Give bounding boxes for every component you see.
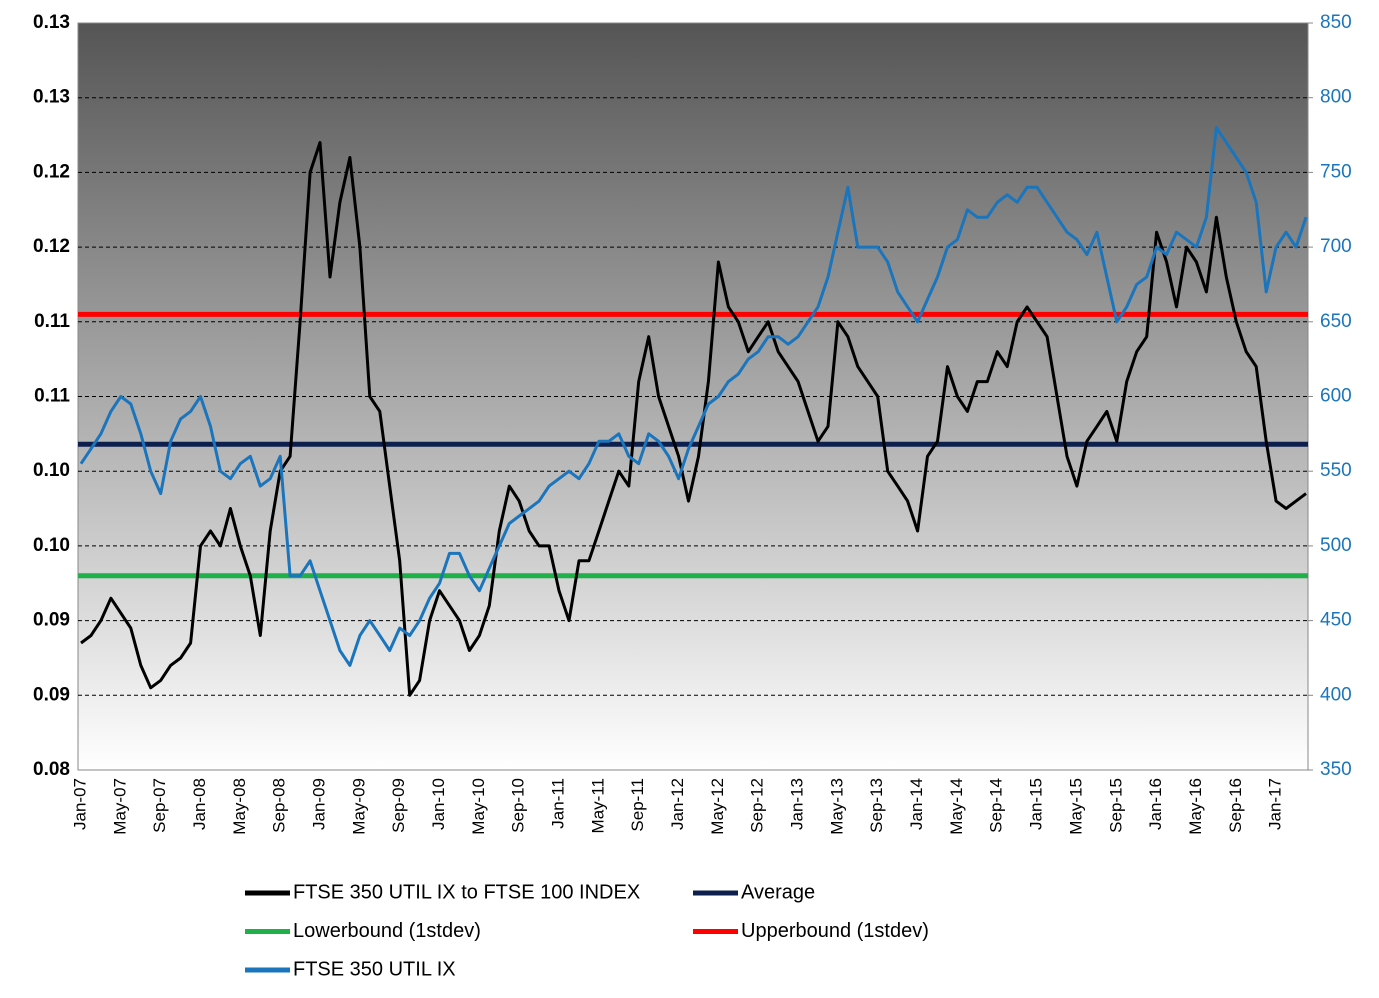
y-tick-label: 0.09 (33, 610, 70, 631)
y-tick-label: 0.13 (33, 87, 70, 108)
legend-label: Lowerbound (1stdev) (293, 920, 481, 942)
y-tick-label: 0.09 (33, 684, 70, 705)
series-line (79, 126, 1308, 667)
x-tick-label: May-16 (1186, 778, 1205, 835)
x-tick-label: Jan-14 (907, 778, 926, 830)
legend-label: FTSE 350 UTIL IX (293, 958, 456, 980)
x-tick-label: May-08 (230, 778, 249, 835)
y-tick-label: 0.13 (33, 12, 70, 33)
y2-tick-label: 450 (1320, 610, 1352, 631)
x-tick-label: Sep-13 (867, 778, 886, 833)
x-tick-label: Sep-15 (1106, 778, 1125, 833)
x-tick-label: Jan-11 (549, 778, 568, 829)
x-tick-label: Jan-15 (1027, 778, 1046, 830)
x-tick-label: May-07 (110, 778, 129, 835)
x-tick-label: Sep-12 (748, 778, 767, 833)
x-tick-label: Sep-14 (987, 778, 1006, 833)
y2-tick-label: 400 (1320, 684, 1352, 705)
x-tick-label: Sep-11 (628, 778, 647, 832)
x-tick-label: Sep-10 (509, 778, 528, 833)
x-tick-label: May-14 (947, 778, 966, 835)
series-line (80, 141, 1307, 697)
x-tick-label: Sep-07 (150, 778, 169, 833)
x-tick-label: Jan-16 (1146, 778, 1165, 830)
x-tick-label: Sep-16 (1226, 778, 1245, 833)
y-tick-label: 0.11 (34, 311, 70, 332)
x-tick-label: Jan-13 (788, 778, 807, 830)
x-tick-label: Jan-17 (1266, 778, 1285, 830)
y-tick-label: 0.11 (34, 386, 70, 407)
legend-label: Upperbound (1stdev) (741, 920, 929, 942)
y-tick-label: 0.12 (33, 161, 70, 182)
y2-tick-label: 850 (1320, 12, 1352, 33)
y2-tick-label: 800 (1320, 87, 1352, 108)
x-tick-label: May-10 (469, 778, 488, 835)
y2-tick-label: 700 (1320, 236, 1352, 257)
y2-tick-label: 350 (1320, 759, 1352, 780)
x-tick-label: May-11 (588, 778, 607, 833)
x-tick-label: Jan-12 (668, 778, 687, 830)
legend-label: Average (741, 881, 815, 903)
x-tick-label: Jan-07 (70, 778, 89, 830)
y2-tick-label: 650 (1320, 311, 1352, 332)
x-tick-label: Sep-09 (389, 778, 408, 833)
x-tick-label: Jan-08 (190, 778, 209, 830)
x-tick-label: May-13 (827, 778, 846, 835)
y-tick-label: 0.10 (33, 460, 70, 481)
y2-tick-label: 500 (1320, 535, 1352, 556)
x-tick-label: Jan-09 (310, 778, 329, 830)
x-tick-label: Jan-10 (429, 778, 448, 830)
y-tick-label: 0.10 (33, 535, 70, 556)
x-tick-label: May-12 (708, 778, 727, 835)
x-tick-label: May-09 (349, 778, 368, 835)
y2-tick-label: 550 (1320, 460, 1352, 481)
y-tick-label: 0.12 (33, 236, 70, 257)
x-tick-label: May-15 (1066, 778, 1085, 835)
legend-label: FTSE 350 UTIL IX to FTSE 100 INDEX (293, 881, 640, 903)
y2-tick-label: 600 (1320, 386, 1352, 407)
y-tick-label: 0.08 (33, 759, 70, 780)
x-tick-label: Sep-08 (270, 778, 289, 833)
y2-tick-label: 750 (1320, 161, 1352, 182)
